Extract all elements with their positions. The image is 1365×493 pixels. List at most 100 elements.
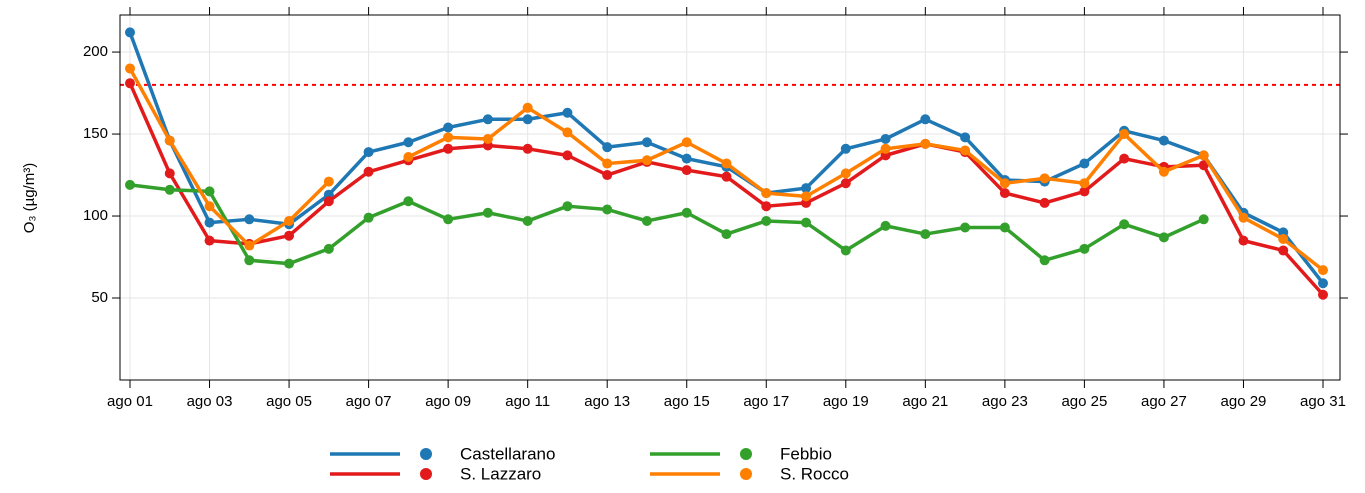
data-point [125,27,135,38]
data-point [602,142,613,153]
data-point [721,171,732,182]
data-point [164,184,175,195]
data-point [1198,150,1209,161]
data-point [840,168,851,179]
x-tick-label: ago 03 [187,393,233,410]
data-point [562,127,573,138]
data-point [1039,173,1050,184]
data-point [1039,197,1050,208]
data-point [721,229,732,240]
legend-label: S. Lazzaro [460,464,541,483]
data-point [323,243,334,254]
legend-marker [420,468,432,480]
x-tick-label: ago 11 [505,393,550,410]
data-point [761,188,772,199]
data-point [641,155,652,166]
data-point [1238,235,1249,246]
data-point [1318,289,1328,300]
data-point [1079,186,1090,197]
data-point [403,196,414,207]
data-point [125,179,135,190]
data-point [960,222,971,233]
data-point [1039,255,1050,266]
data-point [562,107,573,118]
data-point [801,183,812,194]
data-point [204,186,215,197]
data-point [443,214,454,225]
data-point [681,137,692,148]
data-point [1158,135,1169,146]
x-tick-label: ago 29 [1221,393,1267,410]
data-point [443,132,454,143]
data-point [204,201,215,212]
data-point [1238,212,1249,223]
data-point [1079,178,1090,189]
data-point [920,114,931,125]
legend-label: Febbio [780,444,832,463]
data-point [1318,265,1328,276]
data-point [1119,153,1130,164]
data-point [562,201,573,212]
plot-frame [119,14,1341,381]
data-point [204,217,215,228]
data-point [522,143,533,154]
series-line [128,31,1325,285]
data-point [482,207,493,218]
x-tick-label: ago 01 [107,393,153,410]
x-tick-label: ago 31 [1300,393,1346,410]
y-tick-label: 50 [91,289,108,306]
data-point [761,201,772,212]
data-point [840,143,851,154]
data-point [1198,214,1209,225]
data-point [761,215,772,226]
data-point [920,138,931,149]
x-tick-label: ago 19 [823,393,869,410]
y-tick-label: 100 [83,207,108,224]
data-point [1278,233,1289,244]
data-point [880,133,891,144]
data-point [522,102,533,113]
data-point [641,137,652,148]
x-tick-label: ago 17 [743,393,789,410]
data-point [244,240,255,251]
data-point [1198,160,1209,171]
data-point [323,196,334,207]
legend-marker [420,448,432,460]
data-point [204,235,215,246]
data-point [1119,219,1130,230]
data-point [482,114,493,125]
legend-label: Castellarano [460,444,555,463]
data-point [721,158,732,169]
data-point [681,207,692,218]
series-line [129,183,1205,266]
data-point [960,132,971,143]
data-point [801,217,812,228]
x-tick-label: ago 25 [1061,393,1107,410]
data-point [284,230,295,241]
data-point [1158,232,1169,243]
y-axis-label: O₃ (µg/m³) [21,163,38,234]
y-tick-label: 150 [83,125,108,142]
data-point [801,191,812,202]
data-point [999,188,1010,199]
data-point [522,215,533,226]
x-tick-label: ago 27 [1141,393,1187,410]
x-tick-label: ago 21 [902,393,948,410]
data-point [125,63,135,74]
data-point [920,229,931,240]
data-point [602,170,613,181]
data-point [403,151,414,162]
data-point [681,165,692,176]
data-point [363,212,374,223]
data-point [1158,166,1169,177]
legend-label: S. Rocco [780,464,849,483]
data-point [443,122,454,133]
x-tick-label: ago 13 [584,393,630,410]
data-point [880,220,891,231]
series-line [128,67,1325,272]
data-point [363,147,374,158]
data-point [840,178,851,189]
data-point [960,145,971,156]
data-point [522,114,533,125]
